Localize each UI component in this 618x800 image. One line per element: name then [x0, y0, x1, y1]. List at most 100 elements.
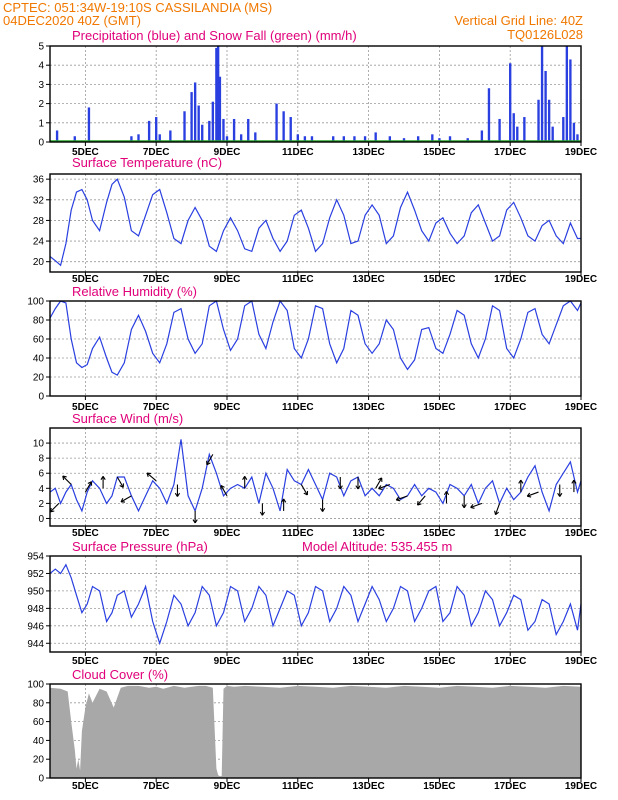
cloud-title: Cloud Cover (%) [72, 667, 168, 682]
wind-arrow-head [571, 479, 577, 484]
temp-ytick-label: 28 [33, 216, 45, 227]
precip-bar [509, 63, 512, 142]
precip-bar [572, 122, 576, 142]
precip-bar [416, 136, 420, 142]
wind-arrow-shaft [116, 476, 124, 488]
precip-bar [155, 117, 158, 142]
wind-arrow-head [355, 485, 361, 490]
wind-xtick-label: 5DEC [72, 528, 99, 539]
precip-ytick-label: 2 [38, 99, 44, 110]
precip-bar [562, 117, 565, 142]
wind-arrow [470, 502, 483, 509]
wind-xtick-label: 13DEC [352, 528, 384, 539]
precip-bar [388, 136, 392, 142]
wind-arrow-shaft [527, 491, 539, 497]
wind-frame [49, 427, 582, 527]
wind-ytick-label: 6 [38, 469, 44, 480]
wind-arrow [116, 476, 124, 488]
wind-arrow [120, 495, 132, 503]
precip-title: Precipitation (blue) and Snow Fall (gree… [72, 28, 357, 43]
precip-bar [137, 134, 140, 142]
panels: 0 1 2 3 4 5 5DEC 7DEC 9DEC 11DEC 13DEC 15DEC 17DEC 19… [27, 28, 597, 792]
precip-bar [565, 46, 569, 142]
wind-arrow-head [281, 498, 287, 503]
temp-xtick-label: 5DEC [72, 274, 99, 285]
wind-arrow-head [303, 490, 309, 496]
pressure-panel: 944 946 948 950 952 954 5DEC 7DEC 9DEC 11DEC 13DEC… [27, 539, 597, 667]
wind-arrow [259, 503, 266, 516]
wind-arrow-head [395, 496, 401, 502]
wind-arrow-head [494, 510, 499, 516]
precip-ytick-label: 1 [38, 118, 44, 129]
wind-arrow-head [100, 476, 106, 480]
precip-bar [438, 138, 441, 142]
rh-xtick-label: 13DEC [352, 402, 384, 413]
wind-arrow-head [378, 485, 383, 491]
precip-ytick-label: 5 [38, 42, 44, 53]
rh-series-line [49, 299, 582, 376]
wind-arrow [62, 475, 72, 485]
wind-arrow-shaft [470, 502, 483, 509]
precip-bar [537, 99, 540, 142]
wind-arrow [375, 477, 383, 489]
precip-xtick-label: 13DEC [352, 147, 384, 158]
wind-ytick-label: 2 [38, 499, 44, 510]
precip-ytick-label: 4 [38, 61, 44, 72]
pressure-xtick-label: 17DEC [494, 656, 526, 667]
wind-arrow-shaft [49, 502, 60, 513]
precip-bar [193, 82, 197, 142]
rh-ytick-label: 100 [27, 297, 44, 308]
precip-bar [201, 124, 204, 142]
temp-xtick-label: 13DEC [352, 274, 384, 285]
rh-xtick-label: 7DEC [143, 402, 170, 413]
pressure-ytick-label: 952 [27, 569, 44, 580]
wind-arrow [300, 484, 309, 496]
wind-series-line [49, 439, 582, 513]
temp-frame [49, 173, 582, 273]
rh-ytick-label: 60 [33, 335, 45, 346]
precip-bar [540, 46, 544, 142]
cloud-xtick-label: 7DEC [143, 781, 170, 792]
wind-ytick-label: 10 [33, 439, 45, 450]
wind-xtick-label: 17DEC [494, 528, 526, 539]
wind-arrow [100, 476, 106, 489]
temp-title: Surface Temperature (nC) [72, 155, 222, 170]
precip-bar [222, 118, 225, 142]
precip-bar [551, 126, 554, 142]
temp-xtick-label: 7DEC [143, 274, 170, 285]
rh-xtick-label: 9DEC [214, 402, 241, 413]
rh-ytick-label: 40 [33, 354, 45, 365]
wind-arrow-shaft [220, 485, 228, 497]
wind-xtick-label: 15DEC [423, 528, 455, 539]
pressure-xtick-label: 19DEC [565, 656, 597, 667]
wind-panel: 0 2 4 6 8 10 5DEC 7DEC 9DEC 11DEC 13DEC 15DEC 17DEC 1… [33, 411, 597, 539]
precip-bar [303, 136, 307, 142]
precip-bar [216, 46, 220, 142]
cloud-panel: 0 20 40 60 80 100 5DEC 7DEC 9DEC 11DEC 13DEC 15DEC 1… [27, 667, 597, 792]
precip-xtick-label: 7DEC [143, 147, 170, 158]
precip-frame [49, 45, 582, 143]
precip-bar [480, 130, 484, 142]
vertical-grid-note: Vertical Grid Line: 40Z [454, 13, 583, 28]
precip-bar [374, 132, 377, 142]
pressure-xtick-label: 13DEC [352, 656, 384, 667]
wind-arrow [220, 484, 228, 497]
precip-bar [147, 120, 151, 142]
rh-ytick-label: 80 [33, 316, 45, 327]
precip-bar [402, 138, 406, 142]
model-altitude-note: Model Altitude: 535.455 m [302, 539, 452, 554]
wind-arrow-head [337, 485, 343, 490]
station-header: CPTEC: 051:34W-19:10S CASSILANDIA (MS) [3, 0, 272, 15]
wind-arrow [49, 502, 60, 513]
rh-xtick-label: 15DEC [423, 402, 455, 413]
rh-xtick-label: 5DEC [72, 402, 99, 413]
precip-bar [448, 136, 452, 142]
wind-arrow [378, 484, 391, 491]
precip-xtick-label: 17DEC [494, 147, 526, 158]
precip-bar [466, 138, 469, 142]
rh-frame [49, 300, 582, 397]
wind-arrow [337, 477, 343, 490]
cloud-ytick-label: 60 [33, 717, 45, 728]
temp-series-line [49, 178, 581, 267]
precip-bar [247, 118, 250, 142]
